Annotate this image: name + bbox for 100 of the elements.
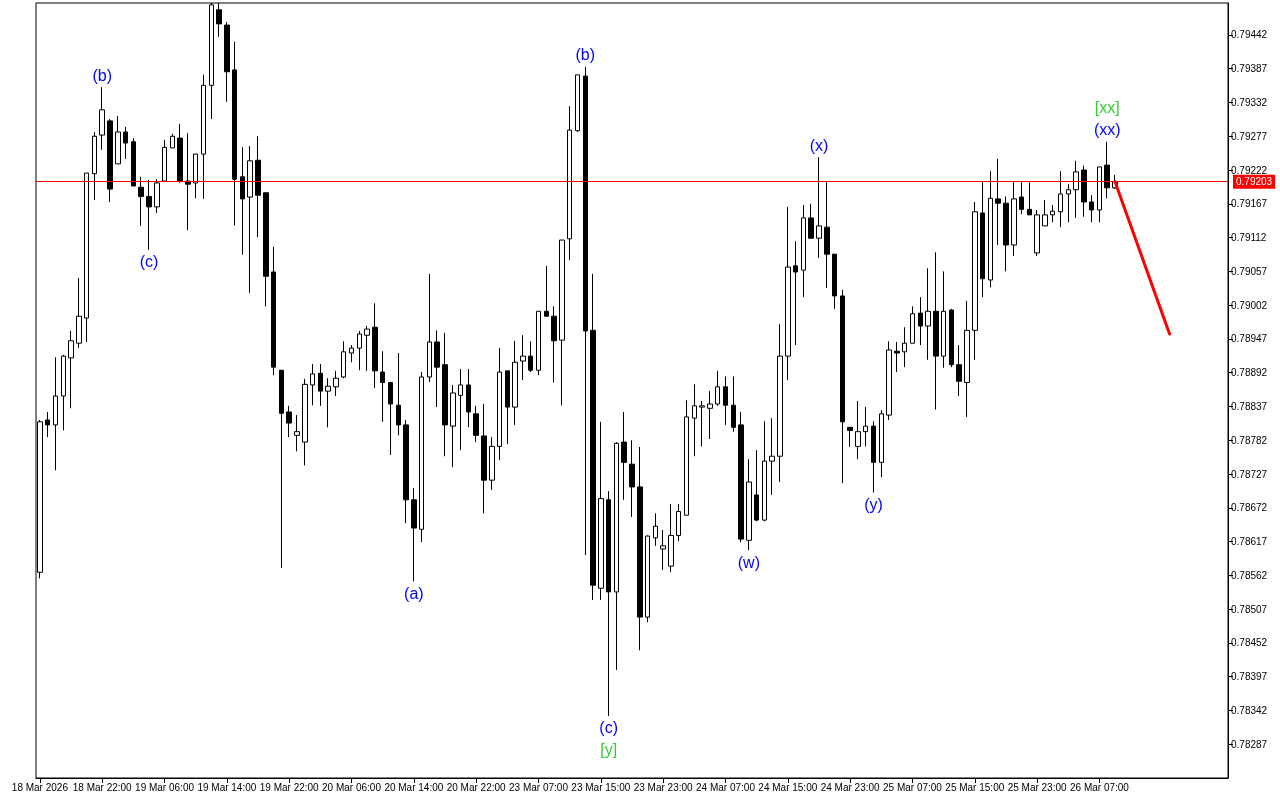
candlestick <box>232 41 237 226</box>
candlestick <box>660 529 666 571</box>
candlestick <box>325 377 331 428</box>
candlestick <box>1003 195 1009 272</box>
candlestick <box>154 178 160 214</box>
annotation: (c) <box>599 719 618 737</box>
y-tick-label: 0.78562 <box>1231 569 1268 581</box>
candlestick <box>247 145 253 294</box>
candlestick <box>956 344 962 397</box>
candlestick <box>910 305 915 344</box>
candlestick <box>294 414 300 452</box>
candlestick <box>933 251 939 411</box>
annotation: (x) <box>809 136 829 154</box>
candlestick <box>1066 183 1071 223</box>
x-tick-label: 24 Mar 07:00 <box>696 781 756 793</box>
candlestick <box>372 302 378 389</box>
candlestick <box>349 344 354 363</box>
x-tick-label: 19 Mar 14:00 <box>197 781 257 793</box>
candlestick <box>45 411 50 438</box>
candlestick <box>1081 165 1087 218</box>
candlestick <box>785 206 791 381</box>
candlestick <box>637 446 643 651</box>
candlestick <box>396 352 401 436</box>
candlestick <box>497 347 502 461</box>
candlestick <box>715 370 720 407</box>
candlestick <box>201 74 206 200</box>
y-tick-label: 0.79002 <box>1231 299 1268 311</box>
candlestick <box>302 378 308 466</box>
candlestick <box>403 419 409 524</box>
candlestick <box>949 308 954 368</box>
candlestick <box>995 158 1001 246</box>
candlestick <box>551 305 557 384</box>
candlestick <box>598 421 604 601</box>
candlestick <box>61 354 66 431</box>
y-tick-label: 0.78287 <box>1231 738 1268 750</box>
candlestick <box>53 356 58 471</box>
x-tick-label: 26 Mar 07:00 <box>1069 781 1130 793</box>
candlestick <box>271 246 276 376</box>
candlestick <box>1042 199 1048 227</box>
candlestick <box>333 370 339 397</box>
candlestick <box>1050 204 1055 223</box>
candlestick <box>107 118 113 203</box>
candlestick <box>590 273 596 601</box>
candlestick <box>310 363 315 406</box>
candlestick <box>123 126 128 160</box>
candlestick <box>692 383 697 457</box>
y-tick-label: 0.79332 <box>1231 96 1268 108</box>
candlestick <box>863 406 868 447</box>
y-tick-label: 0.78892 <box>1231 367 1268 379</box>
candlestick <box>512 340 518 426</box>
x-tick-label: 24 Mar 23:00 <box>820 781 881 793</box>
candlestick <box>801 204 806 298</box>
candlestick <box>1104 141 1110 199</box>
candlestick <box>676 503 681 542</box>
candlestick <box>855 400 861 460</box>
candlestick <box>185 132 191 231</box>
candlestick <box>559 239 565 406</box>
candlestick <box>840 289 845 484</box>
candlestick <box>505 370 510 445</box>
candlestick <box>224 21 230 103</box>
candlestick <box>723 375 728 426</box>
candlestick <box>115 115 121 165</box>
x-tick-label: 25 Mar 07:00 <box>883 781 943 793</box>
x-tick-label: 19 Mar 22:00 <box>259 781 320 793</box>
candlestick <box>902 326 907 368</box>
candlestick <box>754 449 759 522</box>
candlestick <box>824 180 830 289</box>
candlestick <box>793 240 798 346</box>
candlestick <box>583 66 588 556</box>
candlestick <box>816 156 822 259</box>
candlestick <box>941 270 946 369</box>
candlestick <box>240 146 245 256</box>
x-tick-label: 25 Mar 23:00 <box>1007 781 1068 793</box>
candlestick <box>357 330 362 371</box>
candlestick <box>458 368 463 451</box>
candlestick <box>170 133 175 149</box>
y-tick-label: 0.78397 <box>1231 671 1268 683</box>
candlestick <box>473 405 479 443</box>
candlestick <box>988 170 993 288</box>
candlestick <box>1034 209 1040 257</box>
candlestick <box>645 534 650 623</box>
y-tick-label: 0.78617 <box>1231 536 1268 548</box>
y-tick-label: 0.79112 <box>1231 232 1267 244</box>
ref-line-label: 0.79203 <box>1236 176 1273 188</box>
candlestick <box>68 330 74 409</box>
y-tick-label: 0.79167 <box>1231 198 1268 210</box>
candlestick <box>918 296 923 346</box>
y-tick-label: 0.79277 <box>1231 130 1268 142</box>
candlestick <box>847 426 853 448</box>
x-tick-label: 25 Mar 15:00 <box>945 781 1005 793</box>
y-tick-label: 0.79057 <box>1231 265 1268 277</box>
annotation: (b) <box>575 46 596 64</box>
candlestick <box>808 203 814 239</box>
candlestick <box>388 381 393 456</box>
y-tick-label: 0.78727 <box>1231 468 1268 480</box>
y-tick-label: 0.79442 <box>1231 29 1268 41</box>
annotation: (w) <box>737 553 760 571</box>
x-tick-label: 18 Mar 22:00 <box>72 781 133 793</box>
candlestick <box>762 420 767 522</box>
candlestick <box>481 403 487 514</box>
